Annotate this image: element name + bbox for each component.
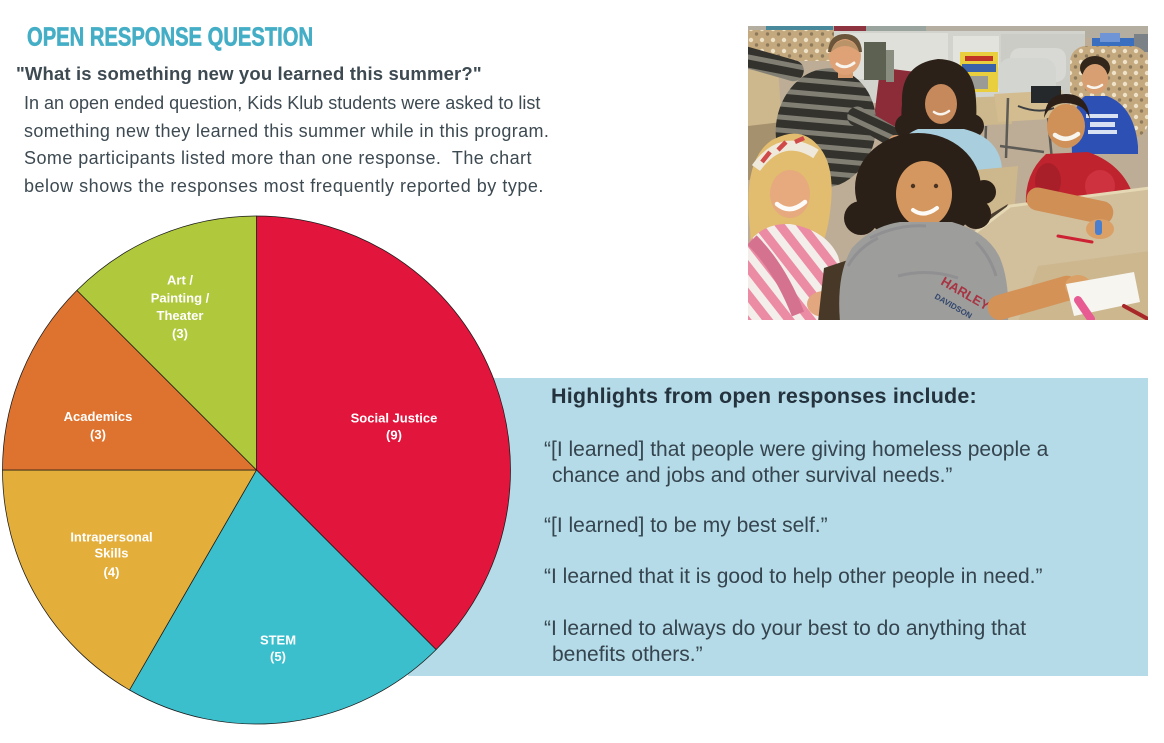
svg-text:Art /: Art /	[167, 273, 193, 288]
svg-text:(5): (5)	[270, 649, 286, 664]
svg-text:(4): (4)	[104, 565, 120, 580]
svg-text:STEM: STEM	[260, 633, 296, 648]
svg-text:(3): (3)	[90, 427, 106, 442]
svg-text:Academics: Academics	[64, 409, 133, 424]
svg-text:Intrapersonal: Intrapersonal	[70, 529, 152, 544]
svg-text:Painting /: Painting /	[151, 291, 210, 306]
svg-text:(9): (9)	[386, 428, 402, 443]
svg-text:Theater: Theater	[157, 308, 204, 323]
svg-text:(3): (3)	[172, 326, 188, 341]
svg-text:Social Justice: Social Justice	[351, 411, 438, 426]
svg-text:Skills: Skills	[95, 546, 129, 561]
